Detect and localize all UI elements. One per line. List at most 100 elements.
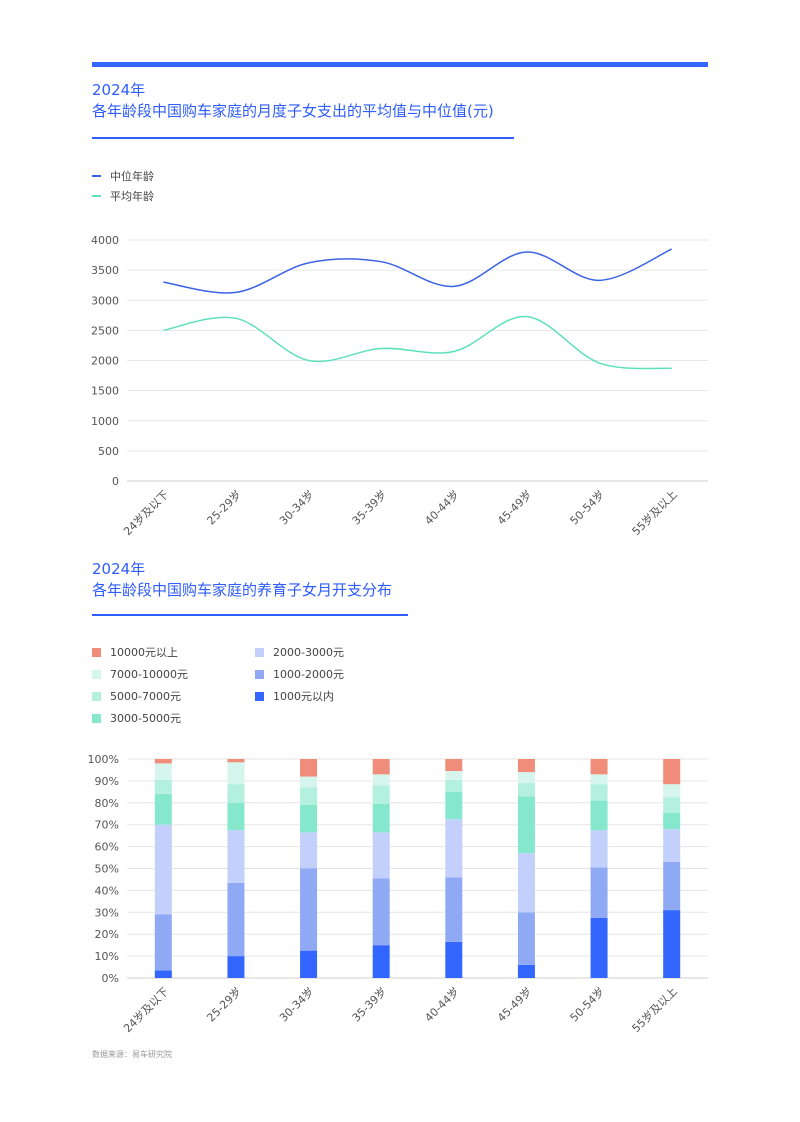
legend-swatch	[255, 691, 264, 701]
chart1-title-underline	[92, 137, 514, 139]
bar-segment	[590, 784, 608, 801]
legend-item-5000-7000: 5000-7000元	[92, 688, 181, 704]
bar-segment	[154, 914, 172, 971]
bar-segment	[372, 774, 390, 786]
legend-label: 1000-2000元	[273, 668, 344, 681]
chart1-legend: 中位年龄 平均年龄	[92, 166, 154, 206]
bar-segment	[663, 861, 681, 911]
bar-segment	[663, 829, 681, 862]
y-tick-label: 4000	[91, 234, 119, 247]
series-line-mean	[163, 315, 672, 370]
series-line-median	[163, 248, 672, 294]
legend-item-2000-3000: 2000-3000元	[255, 644, 344, 660]
bar-segment	[517, 783, 535, 797]
bar-segment	[227, 882, 245, 957]
bar-segment	[154, 759, 172, 764]
legend-label-median: 中位年龄	[110, 170, 154, 183]
y-tick-label: 100%	[88, 753, 119, 766]
bar-segment	[372, 878, 390, 946]
bar-segment	[154, 779, 172, 795]
x-tick-label: 25-29岁	[204, 487, 244, 527]
legend-label: 10000元以上	[110, 646, 178, 659]
bar-segment	[300, 868, 318, 951]
bar-segment	[590, 867, 608, 918]
y-tick-label: 2000	[91, 355, 119, 368]
y-tick-label: 70%	[95, 819, 119, 832]
y-tick-label: 3000	[91, 294, 119, 307]
legend-label: 1000元以内	[273, 690, 334, 703]
bar-segment	[300, 832, 318, 869]
legend-item-under-1000: 1000元以内	[255, 688, 334, 704]
bar-segment	[300, 759, 318, 777]
x-tick-label: 50-54岁	[567, 487, 607, 527]
bar-segment	[227, 759, 245, 763]
bar-segment	[372, 759, 390, 775]
bar-segment	[590, 774, 608, 785]
bar-segment	[300, 776, 318, 788]
y-tick-label: 2500	[91, 324, 119, 337]
legend-swatch	[255, 669, 264, 679]
legend-item-3000-5000: 3000-5000元	[92, 710, 181, 726]
y-tick-label: 1000	[91, 415, 119, 428]
y-tick-label: 40%	[95, 884, 119, 897]
x-tick-label: 40-44岁	[422, 487, 462, 527]
legend-swatch	[92, 669, 101, 679]
bar-segment	[517, 759, 535, 773]
bar-segment	[372, 945, 390, 978]
chart2-year: 2024年	[92, 560, 146, 578]
line-chart: 0 500 1000 1500 2000 2500 3000 3500 4000 24岁及以下 25…	[91, 234, 708, 538]
bar-segment	[154, 824, 172, 915]
bar-segment	[227, 762, 245, 785]
bar-segment	[227, 802, 245, 831]
bar-segment	[663, 812, 681, 830]
data-source-note: 数据来源：易车研究院	[92, 1050, 172, 1059]
x-tick-label: 24岁及以下	[121, 984, 172, 1035]
legend-item-1000-2000: 1000-2000元	[255, 666, 344, 682]
y-tick-label: 30%	[95, 906, 119, 919]
x-tick-label: 55岁及以上	[629, 487, 680, 538]
legend-label: 7000-10000元	[110, 668, 188, 681]
bar-segment	[154, 763, 172, 780]
legend-label: 2000-3000元	[273, 646, 344, 659]
bar-segment	[517, 772, 535, 784]
chart2-subtitle: 各年龄段中国购车家庭的养育子女月开支分布	[92, 581, 393, 599]
x-tick-label: 25-29岁	[204, 984, 244, 1024]
legend-label: 5000-7000元	[110, 690, 181, 703]
y-tick-label: 60%	[95, 841, 119, 854]
legend-swatch	[92, 647, 101, 657]
x-tick-label: 45-49岁	[494, 984, 534, 1024]
bar-segment	[663, 910, 681, 978]
y-tick-label: 80%	[95, 797, 119, 810]
y-tick-label: 500	[98, 445, 119, 458]
bar-segment	[517, 964, 535, 978]
chart1-title-block: 2024年 各年龄段中国购车家庭的月度子女支出的平均值与中位值(元)	[92, 80, 494, 122]
x-tick-label: 40-44岁	[422, 984, 462, 1024]
bar-segment	[300, 950, 318, 978]
y-tick-label: 0	[112, 475, 119, 488]
legend-line-mean	[92, 195, 101, 197]
bar-segment	[590, 830, 608, 868]
bar-segment	[445, 791, 463, 820]
chart2-title-underline	[92, 614, 408, 616]
bar-segment	[372, 832, 390, 879]
bar-segment	[227, 956, 245, 978]
bar-segment	[227, 830, 245, 883]
bar-segment	[445, 771, 463, 780]
bar-segment	[300, 804, 318, 833]
legend-item-10000-plus: 10000元以上	[92, 644, 178, 660]
bar-segment	[372, 785, 390, 804]
bar-segment	[590, 917, 608, 978]
bar-segment	[590, 800, 608, 831]
bar-segment	[663, 784, 681, 798]
chart2-title-block: 2024年 各年龄段中国购车家庭的养育子女月开支分布	[92, 559, 392, 601]
y-tick-label: 10%	[95, 950, 119, 963]
y-tick-label: 90%	[95, 775, 119, 788]
top-accent-bar	[92, 62, 708, 67]
y-tick-label: 0%	[102, 972, 119, 985]
bar-segment	[663, 759, 681, 785]
bar-segment	[154, 970, 172, 978]
x-tick-label: 45-49岁	[494, 487, 534, 527]
x-tick-label: 35-39岁	[349, 487, 389, 527]
bar-segment	[517, 912, 535, 965]
legend-item-mean: 平均年龄	[92, 186, 154, 206]
